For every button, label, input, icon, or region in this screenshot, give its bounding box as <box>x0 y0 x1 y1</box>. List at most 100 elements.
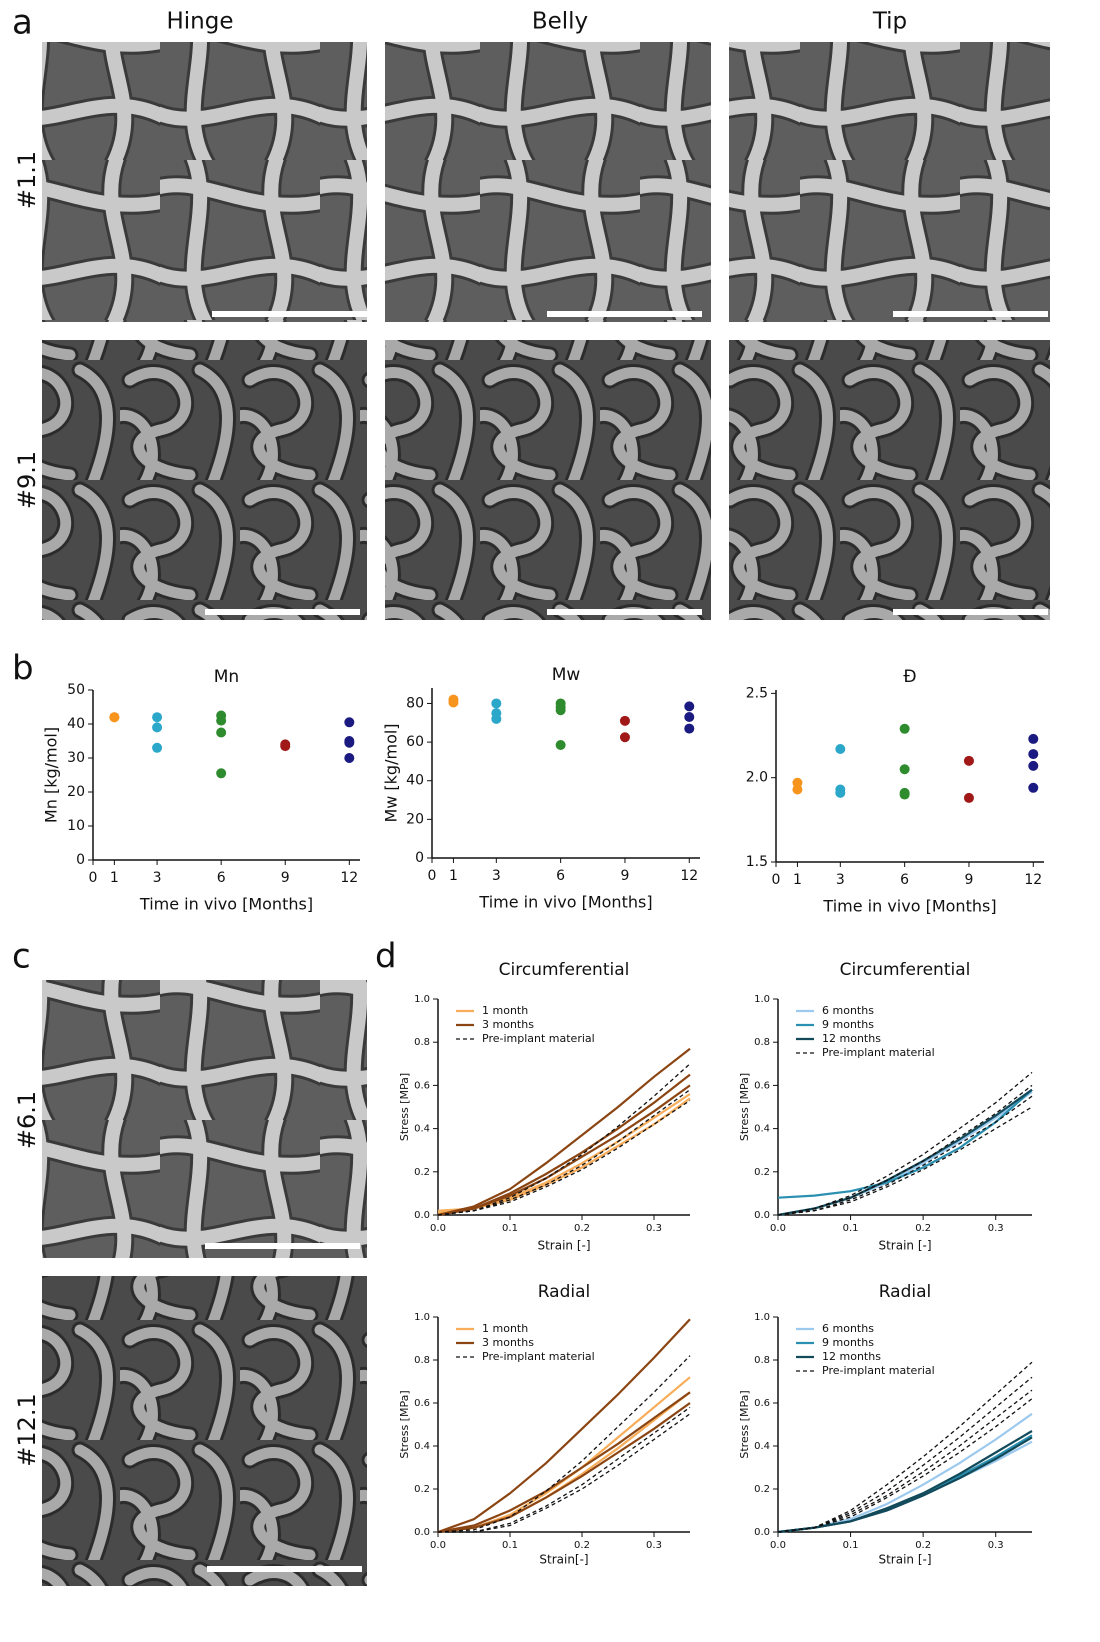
data-point <box>491 698 502 709</box>
x-axis-label: Time in vivo [Months] <box>139 895 313 914</box>
y-tick-label: 0.8 <box>414 1355 430 1366</box>
data-point <box>216 715 227 726</box>
row-label: #12.1 <box>13 1393 41 1467</box>
legend-label: 6 months <box>822 1322 874 1335</box>
row-label: #1.1 <box>13 151 41 209</box>
x-tick-label: 0.1 <box>502 1540 518 1551</box>
series-line <box>437 1402 691 1534</box>
scale-bar <box>205 1243 360 1249</box>
series-line <box>777 1412 1033 1534</box>
y-tick-label: 0.4 <box>414 1441 430 1452</box>
x-tick-label: 0.3 <box>988 1223 1004 1234</box>
x-tick-label: 9 <box>620 868 629 884</box>
x-axis-label: Strain[-] <box>539 1553 588 1567</box>
sem-image <box>729 340 1050 620</box>
data-point <box>1028 782 1039 793</box>
x-axis-label: Strain [-] <box>878 1239 931 1253</box>
x-tick-label: 0.0 <box>430 1223 446 1234</box>
y-tick-label: 0.2 <box>414 1167 430 1178</box>
x-tick-label: 1 <box>793 872 802 888</box>
x-tick-label: 12 <box>340 870 358 886</box>
data-point <box>109 712 120 723</box>
chart-title: Radial <box>538 1282 591 1302</box>
chart: Radial Strain [-] Stress [MPa] 0.0 0.1 0.2 0.3… <box>738 1282 1033 1567</box>
y-axis-label: Stress [MPa] <box>398 1073 411 1141</box>
data-point <box>619 715 630 726</box>
y-tick-label: 0.8 <box>754 1355 770 1366</box>
sem-images <box>42 42 1050 1586</box>
x-tick-label: 0.1 <box>843 1223 859 1234</box>
series-line <box>437 1063 691 1216</box>
x-tick-label: 0.0 <box>770 1540 786 1551</box>
series-line <box>437 1391 691 1534</box>
row-label: #9.1 <box>13 451 41 509</box>
data-point <box>152 712 163 723</box>
y-tick-label: 0.0 <box>754 1210 770 1221</box>
y-axis-label: Stress [MPa] <box>738 1073 751 1141</box>
data-point <box>448 697 459 708</box>
column-header: Belly <box>532 9 588 35</box>
y-tick-label: 0.2 <box>754 1484 770 1495</box>
chart: Đ Time in vivo [Months] 0 1 3 6 9 12 1.5 2.0 2.5 <box>746 667 1044 916</box>
series-line <box>437 1073 691 1217</box>
data-point <box>684 701 695 712</box>
data-point <box>555 705 566 716</box>
sem-image <box>385 340 711 620</box>
chart-title: Circumferential <box>840 960 971 980</box>
data-point <box>491 713 502 724</box>
y-tick-label: 2.0 <box>746 770 768 786</box>
panel-label: a <box>12 3 33 43</box>
y-tick-label: 0.0 <box>414 1210 430 1221</box>
scale-bar <box>547 609 702 615</box>
x-axis-label: Strain [-] <box>537 1239 590 1253</box>
scale-bar <box>212 311 367 317</box>
scale-bar <box>547 311 702 317</box>
x-axis-label: Time in vivo [Months] <box>478 893 652 912</box>
legend-label: Pre-implant material <box>822 1364 935 1377</box>
data-point <box>963 792 974 803</box>
series-line <box>777 1398 1033 1533</box>
legend-label: Pre-implant material <box>822 1046 935 1059</box>
data-point <box>619 732 630 743</box>
series-line <box>777 1434 1033 1534</box>
x-tick-label: 0.3 <box>988 1540 1004 1551</box>
y-tick-label: 0.4 <box>754 1441 770 1452</box>
series-line <box>437 1089 691 1216</box>
y-tick-label: 0.8 <box>754 1037 770 1048</box>
x-tick-label: 0.0 <box>770 1223 786 1234</box>
x-tick-label: 6 <box>217 870 226 886</box>
legend-label: 3 months <box>482 1018 534 1031</box>
legend-label: Pre-implant material <box>482 1350 595 1363</box>
y-tick-label: 0.4 <box>414 1124 430 1135</box>
y-tick-label: 0.0 <box>754 1527 770 1538</box>
data-point <box>792 784 803 795</box>
y-tick-label: 0.8 <box>414 1037 430 1048</box>
legend-label: 6 months <box>822 1004 874 1017</box>
x-tick-label: 12 <box>680 868 698 884</box>
y-tick-label: 60 <box>406 734 424 750</box>
scale-bar <box>893 609 1048 615</box>
panel-label: d <box>375 937 397 977</box>
data-point <box>1028 760 1039 771</box>
series-line <box>438 1413 691 1533</box>
series-line <box>437 1097 691 1212</box>
sem-image <box>42 1276 367 1586</box>
x-tick-label: 12 <box>1024 872 1042 888</box>
x-tick-label: 0.2 <box>574 1540 590 1551</box>
x-tick-label: 3 <box>492 868 501 884</box>
series-line <box>777 1430 1033 1534</box>
x-tick-label: 0 <box>89 870 98 886</box>
y-tick-label: 1.0 <box>414 994 430 1005</box>
x-axis-label: Time in vivo [Months] <box>822 897 996 916</box>
series-line <box>437 1376 691 1534</box>
y-axis-label: Stress [MPa] <box>398 1390 411 1458</box>
y-tick-label: 10 <box>67 818 85 834</box>
x-tick-label: 0 <box>428 868 437 884</box>
legend-label: 12 months <box>822 1350 881 1363</box>
series-line <box>777 1091 1033 1217</box>
data-point <box>963 755 974 766</box>
data-point <box>344 737 355 748</box>
data-point <box>899 723 910 734</box>
chart-title: Radial <box>879 1282 932 1302</box>
sem-image <box>42 340 367 620</box>
